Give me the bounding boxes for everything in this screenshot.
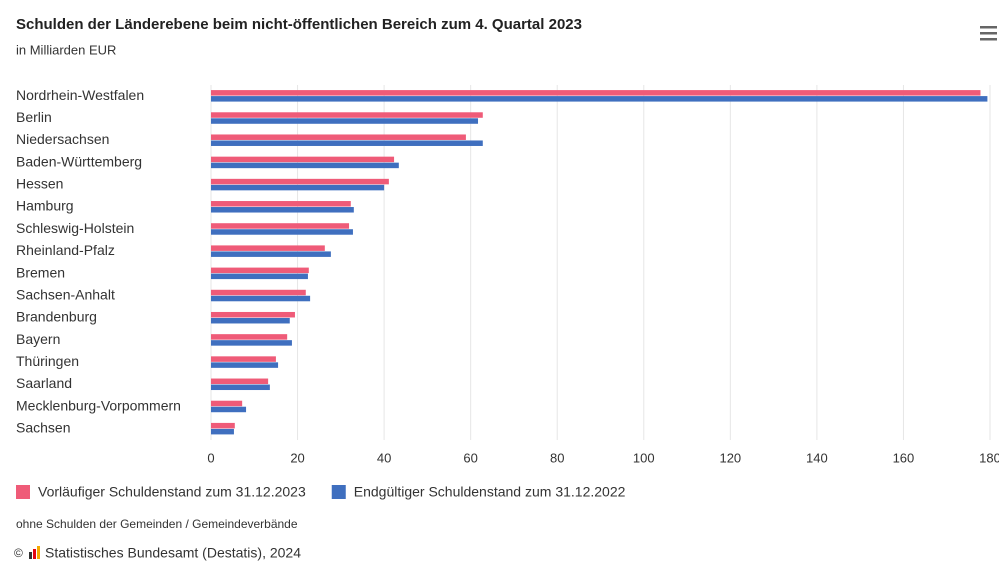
legend-item[interactable]: Vorläufiger Schuldenstand zum 31.12.2023 <box>16 484 306 500</box>
menu-icon-line <box>980 32 997 35</box>
bar <box>211 378 269 385</box>
logo-bar <box>37 546 40 559</box>
chart-title: Schulden der Länderebene beim nicht-öffe… <box>16 16 582 33</box>
logo-bar <box>29 552 32 559</box>
bar <box>211 223 350 229</box>
chart-subtitle: in Milliarden EUR <box>16 42 116 57</box>
copyright: © <box>14 546 23 560</box>
legend-label: Vorläufiger Schuldenstand zum 31.12.2023 <box>38 484 306 500</box>
bar <box>211 118 479 124</box>
y-tick-label: Mecklenburg-Vorpommern <box>16 397 181 413</box>
bar <box>211 295 311 302</box>
bar <box>211 428 234 435</box>
logo-bar <box>33 549 36 559</box>
bar <box>211 245 325 251</box>
y-tick-label: Baden-Württemberg <box>16 153 142 169</box>
logo <box>29 546 40 559</box>
source: Statistisches Bundesamt (Destatis), 2024 <box>45 545 301 561</box>
x-tick-label: 120 <box>719 450 741 465</box>
bar <box>211 406 247 413</box>
x-tick-label: 40 <box>377 450 391 465</box>
x-tick-label: 20 <box>290 450 304 465</box>
bar <box>211 400 243 407</box>
bar <box>211 229 353 235</box>
legend-swatch <box>331 485 346 499</box>
menu-button[interactable] <box>980 26 997 41</box>
legend-item[interactable]: Endgültiger Schuldenstand zum 31.12.2022 <box>331 484 626 500</box>
y-tick-label: Hamburg <box>16 198 74 214</box>
y-tick-label: Bayern <box>16 331 60 347</box>
bar <box>211 178 389 185</box>
y-tick-label: Rheinland-Pfalz <box>16 242 115 258</box>
bar <box>211 289 306 296</box>
bar <box>211 384 270 391</box>
menu-icon-line <box>980 38 997 41</box>
legend-swatch <box>16 485 30 499</box>
bar <box>211 356 276 362</box>
bar <box>211 112 483 118</box>
bar <box>211 267 309 274</box>
y-tick-label: Brandenburg <box>16 309 97 325</box>
y-tick-label: Bremen <box>16 264 65 280</box>
bar <box>211 334 288 340</box>
x-tick-label: 60 <box>463 450 477 465</box>
x-tick-label: 160 <box>893 450 915 465</box>
y-tick-label: Nordrhein-Westfalen <box>16 87 144 103</box>
footnote: ohne Schulden der Gemeinden / Gemeindeve… <box>16 517 298 531</box>
legend-label: Endgültiger Schuldenstand zum 31.12.2022 <box>354 484 626 500</box>
menu-icon-line <box>980 26 997 29</box>
x-tick-label: 140 <box>806 450 828 465</box>
bar <box>211 422 235 429</box>
bar <box>211 134 466 140</box>
y-tick-label: Schleswig-Holstein <box>16 220 134 236</box>
y-tick-label: Hessen <box>16 176 63 192</box>
bar <box>211 311 295 318</box>
bar <box>211 362 279 368</box>
x-tick-label: 0 <box>207 450 214 465</box>
bar <box>211 96 988 102</box>
y-tick-label: Saarland <box>16 375 72 391</box>
bar <box>211 140 483 146</box>
bar <box>211 184 385 191</box>
y-tick-label: Berlin <box>16 109 52 125</box>
bar <box>211 273 308 280</box>
bar <box>211 162 399 169</box>
bar <box>211 340 292 346</box>
bar <box>211 251 331 257</box>
y-tick-label: Sachsen-Anhalt <box>16 286 115 302</box>
x-tick-label: 180 <box>979 450 999 465</box>
bar <box>211 207 354 213</box>
bar <box>211 90 981 96</box>
bar <box>211 156 395 163</box>
y-tick-label: Thüringen <box>16 353 79 369</box>
x-tick-label: 100 <box>633 450 655 465</box>
bar <box>211 317 290 324</box>
y-tick-label: Sachsen <box>16 420 70 436</box>
y-tick-label: Niedersachsen <box>16 131 109 147</box>
bar <box>211 201 351 207</box>
x-tick-label: 80 <box>550 450 564 465</box>
